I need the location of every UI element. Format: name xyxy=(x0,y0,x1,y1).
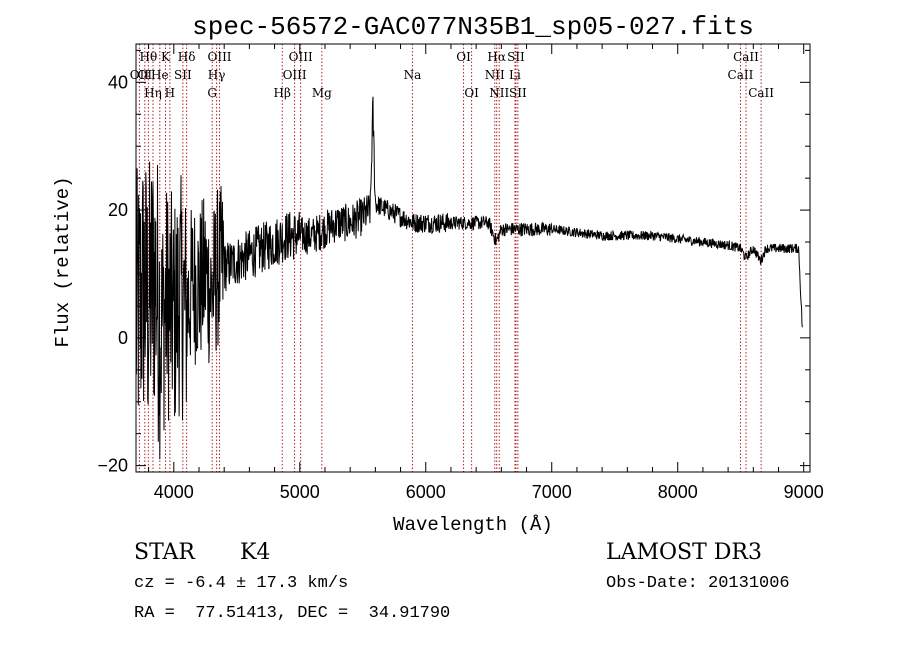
x-tick-label: 8000 xyxy=(658,482,698,502)
line-marker-label: H xyxy=(165,86,175,100)
y-tick-label: −20 xyxy=(97,456,128,476)
line-marker-label: K xyxy=(161,50,171,64)
line-marker-label: Mg xyxy=(312,86,332,100)
x-axis-ticks: 4000 5000 6000 7000 8000 9000 xyxy=(148,44,824,502)
line-marker-label: OI xyxy=(138,68,153,82)
plot-frame xyxy=(135,43,811,473)
x-tick-label: 4000 xyxy=(154,482,194,502)
subclass-label: K4 xyxy=(240,540,271,565)
x-tick-label: 6000 xyxy=(406,482,446,502)
line-marker-label: Na xyxy=(404,68,422,82)
line-marker-label: Hγ xyxy=(208,68,226,82)
line-marker-label: Hδ xyxy=(178,50,196,64)
x-tick-label: 5000 xyxy=(280,482,320,502)
line-marker-label: SII xyxy=(509,86,527,100)
class-label: STAR xyxy=(134,540,195,565)
line-marker-label: OI xyxy=(464,86,479,100)
line-marker-label: Li xyxy=(509,68,521,82)
spectrum-line xyxy=(135,96,803,460)
coordinates: RA = 77.51413, DEC = 34.91790 xyxy=(134,604,451,623)
line-marker-label: OII xyxy=(130,68,150,82)
line-marker-label: OIII xyxy=(289,50,313,64)
x-tick-label: 9000 xyxy=(784,482,824,502)
line-marker-label: He xyxy=(151,68,169,82)
y-axis-ticks: −20 0 20 40 xyxy=(97,49,810,476)
y-tick-label: 20 xyxy=(108,200,128,220)
x-tick-label: 7000 xyxy=(532,482,572,502)
x-axis-label: Wavelength (Å) xyxy=(393,514,553,536)
line-marker-label: Hβ xyxy=(274,86,291,100)
cz-text: cz = -6.4 ± 17.3 km/s xyxy=(134,574,349,593)
y-tick-label: 40 xyxy=(108,72,128,92)
line-marker-label: OIII xyxy=(207,50,231,64)
line-marker-label: G xyxy=(207,86,217,100)
y-axis-label: Flux (relative) xyxy=(52,176,74,347)
line-marker-label: OIII xyxy=(283,68,307,82)
line-marker-label: Hα xyxy=(487,50,506,64)
line-marker-label: CaII xyxy=(748,86,774,100)
line-marker-label: SII xyxy=(174,68,192,82)
line-marker-label: Hθ xyxy=(139,50,157,64)
line-marker-label: NII xyxy=(489,86,509,100)
line-marker-label: Hη xyxy=(144,86,162,100)
line-marker-label: NII xyxy=(485,68,505,82)
survey-label: LAMOST DR3 xyxy=(606,540,762,565)
y-tick-label: 0 xyxy=(118,328,128,348)
line-marker-label: SII xyxy=(507,50,525,64)
line-marker-label: CaII xyxy=(728,68,754,82)
chart-title: spec-56572-GAC077N35B1_sp05-027.fits xyxy=(192,12,754,42)
obs-date: Obs-Date: 20131006 xyxy=(606,574,790,593)
line-marker-label: CaII xyxy=(733,50,759,64)
line-marker-label: OI xyxy=(456,50,471,64)
line-marker-labels: OIIHθOIHeHηKHSIIHδGHγOIIIHβOIIIOIIIMgNaO… xyxy=(130,50,775,100)
